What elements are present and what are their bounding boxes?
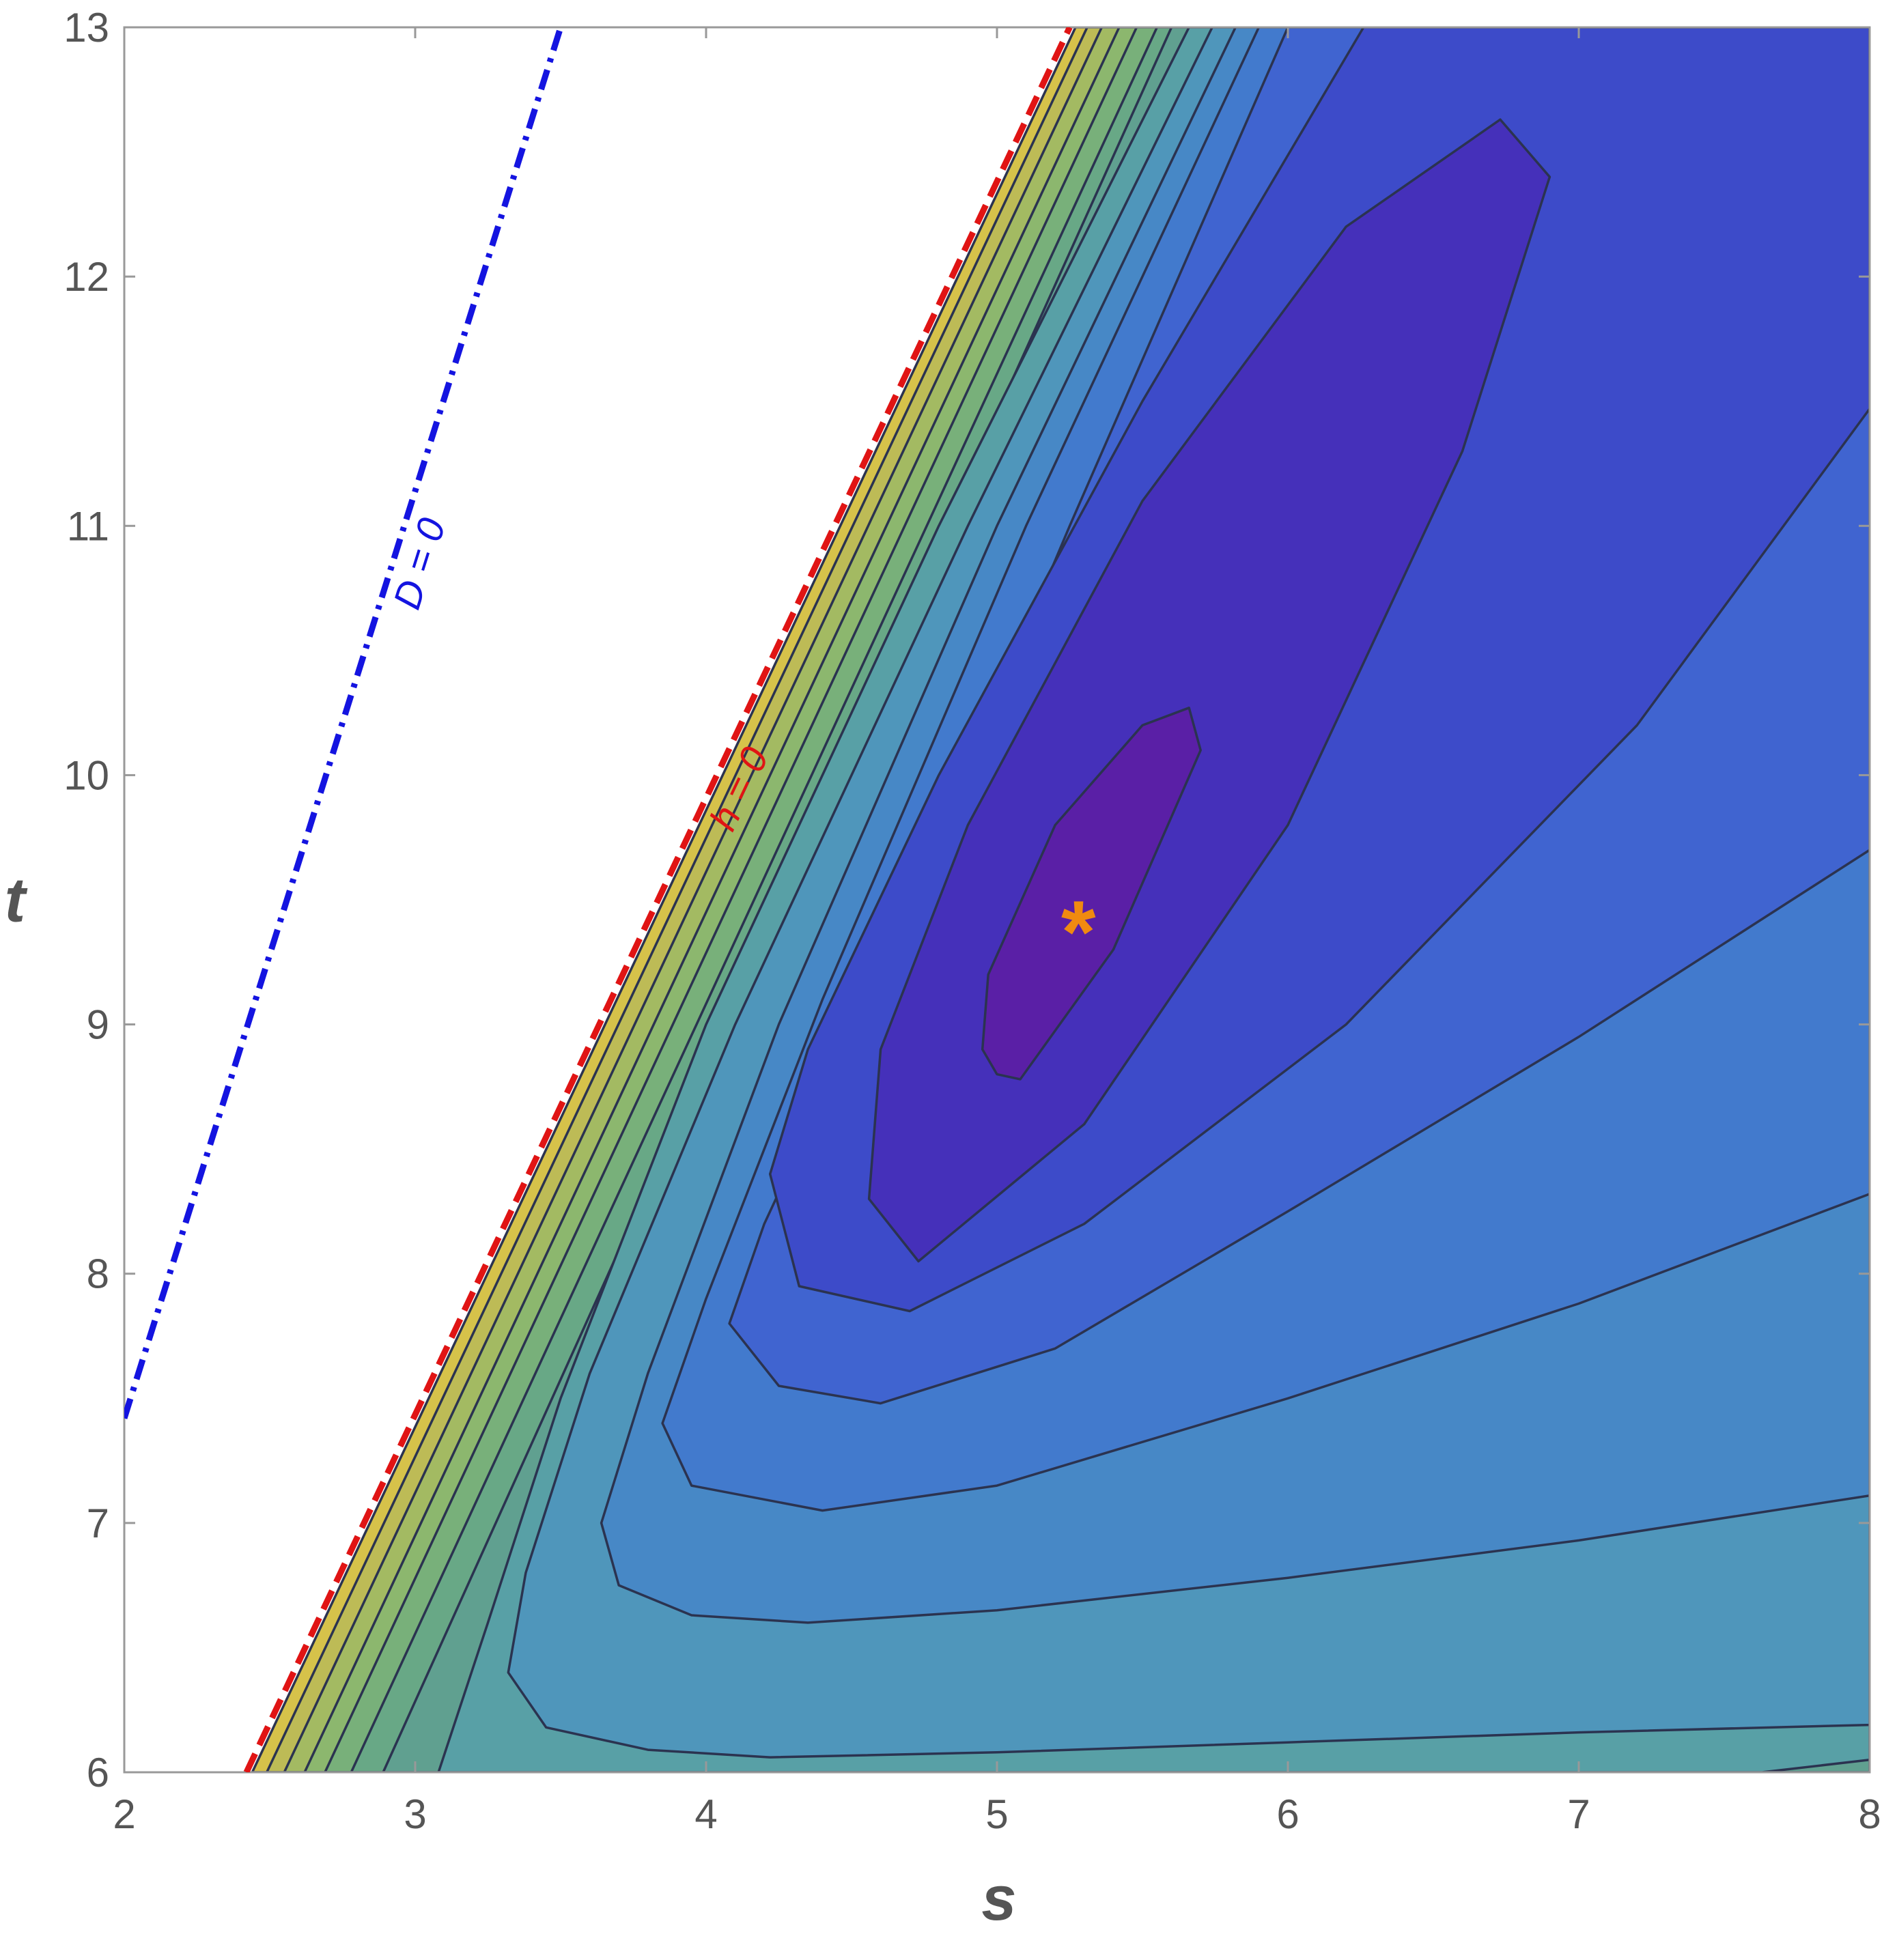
y-tick-label: 9 bbox=[87, 1002, 109, 1048]
x-tick-label: 3 bbox=[404, 1791, 426, 1837]
contour-field bbox=[251, 27, 1870, 1772]
x-axis-label: s bbox=[981, 1864, 1016, 1933]
x-tick-label: 8 bbox=[1858, 1791, 1881, 1837]
y-tick-label: 7 bbox=[87, 1501, 109, 1546]
y-tick-label: 8 bbox=[87, 1251, 109, 1297]
y-tick-label: 12 bbox=[64, 254, 109, 300]
contour-band bbox=[981, 707, 1202, 1081]
reference-line bbox=[243, 27, 1073, 1772]
y-tick-label: 11 bbox=[67, 503, 109, 549]
x-tick-label: 2 bbox=[113, 1791, 135, 1837]
x-tick-label: 6 bbox=[1276, 1791, 1299, 1837]
reference-line bbox=[124, 27, 564, 1419]
y-tick-label: 10 bbox=[64, 752, 109, 798]
optimum-marker: * bbox=[1061, 882, 1096, 982]
x-tick-label: 4 bbox=[694, 1791, 717, 1837]
x-tick-label: 7 bbox=[1567, 1791, 1590, 1837]
y-axis-label: t bbox=[5, 866, 28, 935]
y-tick-label: 13 bbox=[64, 5, 109, 51]
y-tick-label: 6 bbox=[87, 1750, 109, 1795]
line-label: D = 0 bbox=[384, 513, 453, 614]
x-tick-label: 5 bbox=[985, 1791, 1008, 1837]
